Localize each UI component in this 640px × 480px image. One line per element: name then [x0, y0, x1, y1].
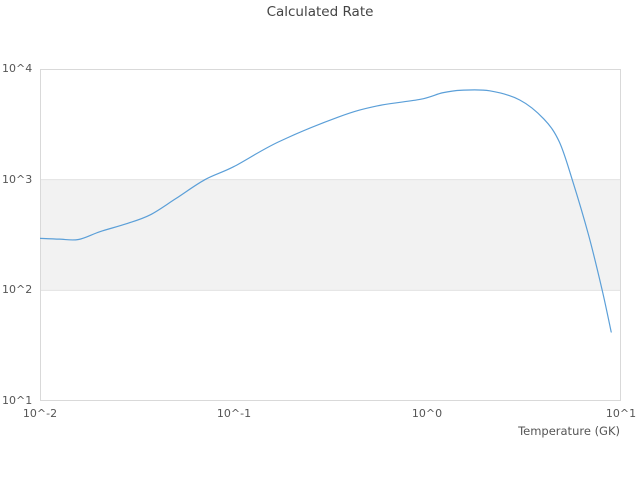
- plot-area: [40, 69, 621, 401]
- x-axis-title: Temperature (GK): [518, 424, 620, 438]
- shaded-band: [40, 179, 621, 291]
- x-tick-label: 10^0: [411, 407, 443, 420]
- y-tick-label: 10^3: [2, 173, 33, 186]
- rate-curve: [40, 89, 612, 333]
- plot-border: [40, 69, 621, 401]
- y-tick-label: 10^4: [2, 62, 33, 75]
- x-tick-label: 10^1: [605, 407, 637, 420]
- x-tick-label: 10^-1: [216, 407, 252, 420]
- y-tick-label: 10^1: [2, 394, 33, 407]
- chart-title: Calculated Rate: [266, 4, 374, 20]
- x-tick-label: 10^-2: [22, 407, 58, 420]
- y-tick-label: 10^2: [2, 283, 33, 296]
